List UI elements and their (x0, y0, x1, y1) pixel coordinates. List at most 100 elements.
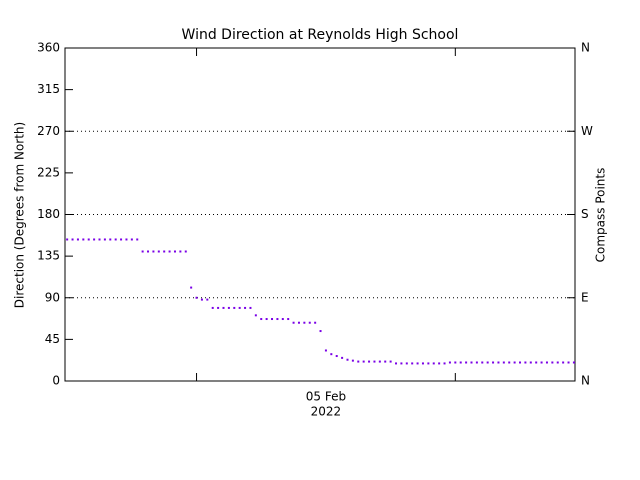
data-point (486, 361, 489, 364)
data-point (492, 361, 495, 364)
data-point (562, 361, 565, 364)
data-point (271, 318, 274, 321)
data-point (222, 306, 225, 309)
data-point (545, 361, 548, 364)
data-point (114, 238, 117, 241)
data-point (103, 238, 106, 241)
data-point (281, 318, 284, 321)
y2-tick-label: S (581, 207, 589, 221)
y-tick-label: 135 (37, 249, 60, 263)
data-point (357, 360, 360, 363)
data-point (173, 250, 176, 253)
data-point (98, 238, 101, 241)
data-point (368, 360, 371, 363)
data-point (411, 362, 414, 365)
data-point (71, 238, 74, 241)
data-point (567, 361, 570, 364)
data-point (497, 361, 500, 364)
data-point (141, 250, 144, 253)
data-point (287, 318, 290, 321)
data-point (362, 360, 365, 363)
chart-title: Wind Direction at Reynolds High School (182, 27, 459, 43)
data-point (481, 361, 484, 364)
data-point (513, 361, 516, 364)
data-point (109, 238, 112, 241)
data-point (529, 361, 532, 364)
data-point (244, 306, 247, 309)
y-tick-label: 315 (37, 82, 60, 96)
data-point (238, 306, 241, 309)
data-point (346, 358, 349, 361)
data-point (206, 298, 209, 301)
data-point (87, 238, 90, 241)
data-point (551, 361, 554, 364)
data-point (260, 318, 263, 321)
x-tick-sublabel: 2022 (311, 405, 342, 419)
data-point (276, 318, 279, 321)
y-tick-label: 360 (37, 41, 60, 55)
data-point (152, 250, 155, 253)
data-point (82, 238, 85, 241)
data-point (136, 238, 139, 241)
data-point (459, 361, 462, 364)
data-point (233, 306, 236, 309)
x-tick-label: 05 Feb (306, 390, 346, 404)
data-point (438, 362, 441, 365)
data-point (443, 362, 446, 365)
data-point (227, 306, 230, 309)
data-point (168, 250, 171, 253)
data-point (373, 360, 376, 363)
data-point (184, 250, 187, 253)
data-point (211, 306, 214, 309)
data-point (524, 361, 527, 364)
data-point (556, 361, 559, 364)
data-point (308, 321, 311, 324)
data-point (572, 361, 575, 364)
data-point (314, 321, 317, 324)
data-point (330, 353, 333, 356)
y2-tick-label: N (581, 374, 590, 388)
data-point (163, 250, 166, 253)
data-point (190, 286, 193, 289)
data-point (335, 355, 338, 358)
data-point (265, 318, 268, 321)
y2-axis-label: Compass Points (594, 168, 608, 263)
data-point (427, 362, 430, 365)
data-point (217, 306, 220, 309)
data-point (254, 314, 257, 317)
data-point (416, 362, 419, 365)
y-tick-label: 90 (45, 290, 60, 304)
y2-tick-label: E (581, 290, 589, 304)
data-point (125, 238, 128, 241)
data-point (120, 238, 123, 241)
data-point (66, 238, 69, 241)
data-point (297, 321, 300, 324)
y2-tick-label: N (581, 41, 590, 55)
data-point (535, 361, 538, 364)
data-point (351, 359, 354, 362)
data-point (502, 361, 505, 364)
data-point (324, 349, 327, 352)
y2-tick-label: W (581, 124, 593, 138)
data-point (292, 321, 295, 324)
data-point (93, 238, 96, 241)
data-point (400, 362, 403, 365)
data-point (519, 361, 522, 364)
data-point (448, 361, 451, 364)
y-tick-label: 270 (37, 124, 60, 138)
data-point (465, 361, 468, 364)
y-tick-label: 180 (37, 207, 60, 221)
data-point (384, 360, 387, 363)
data-point (395, 362, 398, 365)
data-point (405, 362, 408, 365)
data-point (378, 360, 381, 363)
data-point (179, 250, 182, 253)
data-point (508, 361, 511, 364)
data-point (470, 361, 473, 364)
y-tick-label: 225 (37, 165, 60, 179)
y-axis-label: Direction (Degrees from North) (13, 122, 27, 308)
y-tick-label: 45 (45, 332, 60, 346)
data-point (147, 250, 150, 253)
